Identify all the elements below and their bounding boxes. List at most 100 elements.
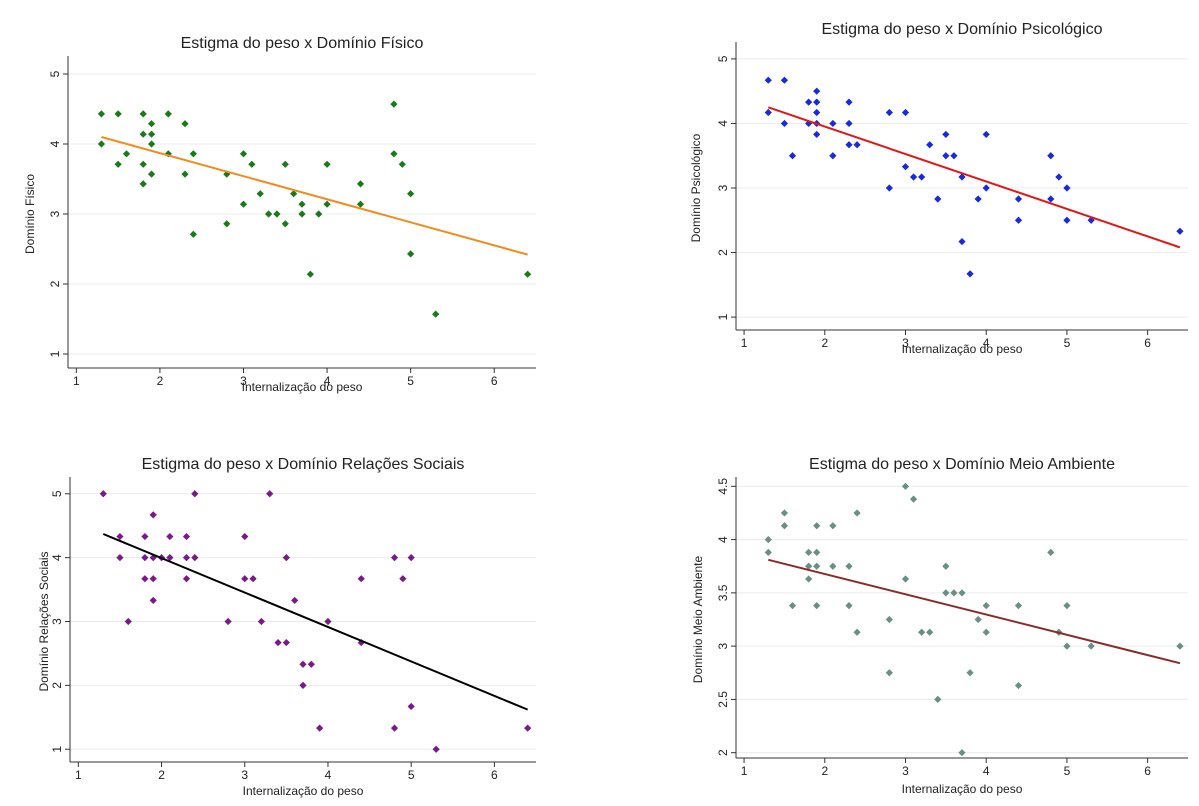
data-point-39: [1063, 602, 1071, 610]
data-point-4: [788, 152, 797, 160]
y-tick-label: 4.5: [716, 478, 730, 495]
data-point-16: [853, 509, 861, 517]
data-point-40: [1063, 642, 1071, 650]
data-point-34: [982, 628, 990, 636]
data-point-33: [982, 602, 990, 610]
data-point-32: [974, 195, 982, 203]
data-point-2: [780, 509, 789, 517]
data-point-1: [764, 548, 772, 556]
data-point-30: [298, 200, 306, 208]
data-point-28: [950, 589, 958, 597]
data-point-3: [114, 160, 122, 168]
data-point-41: [1063, 216, 1071, 224]
data-point-0: [764, 76, 772, 84]
data-point-41: [407, 190, 415, 198]
data-point-25: [934, 195, 942, 203]
x-tick-label: 5: [1064, 336, 1071, 350]
data-point-12: [829, 522, 837, 530]
data-point-10: [147, 130, 156, 138]
data-point-12: [166, 532, 174, 541]
data-point-33: [982, 130, 990, 139]
chart-title: Estigma do peso x Domínio Físico: [181, 35, 424, 52]
y-tick-label: 2: [48, 280, 62, 287]
data-point-35: [1014, 602, 1023, 610]
data-point-17: [853, 628, 861, 636]
x-tick-label: 6: [1144, 764, 1151, 778]
data-point-42: [524, 724, 532, 732]
data-point-8: [139, 180, 147, 188]
y-tick-label: 5: [48, 70, 62, 77]
x-axis-label: Internalização do peso: [242, 380, 363, 394]
data-point-32: [974, 615, 982, 624]
data-point-7: [813, 87, 821, 95]
y-tick-label: 3: [716, 642, 730, 649]
x-tick-label: 3: [240, 374, 247, 388]
y-axis-label: Domínio Relações Sociais: [37, 551, 51, 691]
data-point-20: [901, 108, 910, 117]
data-point-1: [764, 108, 772, 117]
data-point-5: [139, 110, 147, 118]
data-point-21: [239, 150, 248, 158]
data-point-18: [191, 554, 199, 562]
data-point-26: [282, 554, 290, 562]
x-tick-label: 6: [491, 768, 498, 782]
data-point-19: [885, 184, 893, 192]
data-point-15: [182, 554, 191, 562]
data-point-42: [1176, 642, 1184, 650]
data-point-0: [97, 110, 106, 118]
data-point-38: [390, 100, 398, 108]
data-point-7: [139, 160, 147, 168]
data-point-4: [122, 150, 131, 158]
data-point-0: [764, 535, 772, 544]
fitted-line: [101, 136, 528, 256]
data-point-40: [407, 702, 415, 711]
data-point-2: [114, 110, 122, 118]
data-point-1: [97, 140, 106, 148]
data-point-26: [942, 130, 950, 139]
data-point-36: [356, 180, 365, 188]
data-point-30: [958, 749, 966, 757]
data-point-6: [805, 119, 813, 128]
data-point-13: [829, 562, 837, 570]
data-point-8: [813, 522, 821, 530]
data-point-6: [139, 130, 147, 138]
data-point-9: [149, 575, 157, 583]
chart-title: Estigma do peso x Domínio Psicológico: [821, 21, 1102, 38]
data-point-32: [316, 724, 324, 732]
data-point-7: [805, 575, 813, 583]
fitted-line: [767, 106, 1181, 249]
x-tick-label: 3: [902, 764, 909, 778]
data-point-10: [813, 562, 821, 570]
y-tick-label: 2: [716, 249, 730, 256]
data-point-5: [141, 554, 149, 562]
data-point-8: [813, 98, 821, 106]
y-tick-label: 3: [716, 184, 730, 191]
data-point-22: [239, 200, 248, 208]
data-point-37: [1047, 152, 1055, 160]
data-point-40: [1063, 184, 1071, 192]
data-point-5: [805, 548, 813, 556]
y-tick-label: 1: [716, 313, 730, 320]
y-tick-label: 5: [716, 55, 730, 62]
y-tick-label: 2: [716, 749, 730, 756]
y-tick-label: 3: [50, 618, 64, 625]
data-point-17: [191, 490, 199, 498]
data-point-16: [845, 141, 853, 149]
y-axis-label: Domínio Psicológico: [689, 133, 703, 242]
data-point-2: [116, 554, 124, 562]
x-axis-label: Internalização do peso: [902, 782, 1023, 796]
data-point-21: [901, 163, 910, 171]
y-tick-label: 2.5: [716, 691, 730, 708]
x-tick-label: 4: [325, 768, 332, 782]
x-tick-label: 5: [1064, 764, 1071, 778]
data-point-24: [926, 141, 934, 149]
chart-panel-fisico: 1 2 3 4 5 6 1 2 3 4 5 Estigma do peso x Domínio Fís…: [8, 16, 546, 404]
data-point-3: [124, 617, 132, 626]
data-point-11: [147, 140, 156, 148]
data-point-17: [853, 141, 861, 149]
scatter-chart-relacoes-sociais: 1 2 3 4 5 6 1 2 3 4 5 Estigma do peso x Domínio Rel…: [37, 456, 536, 798]
data-point-23: [918, 173, 926, 181]
data-point-6: [141, 575, 149, 583]
data-point-31: [298, 210, 306, 218]
data-point-2: [780, 76, 789, 84]
